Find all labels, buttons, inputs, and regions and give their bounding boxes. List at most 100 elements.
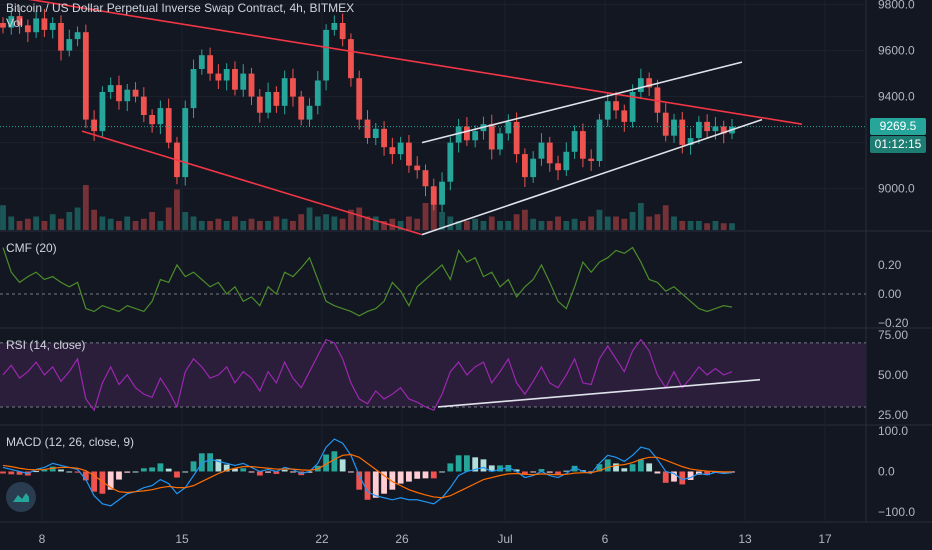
- rsi-tick-label: 75.00: [878, 328, 908, 342]
- candle-body: [91, 119, 98, 132]
- macd-histogram-bar: [521, 471, 528, 475]
- macd-histogram-bar: [240, 468, 247, 472]
- x-tick-label: 17: [818, 532, 832, 546]
- volume-bar: [439, 212, 445, 230]
- macd-histogram-bar: [563, 470, 570, 472]
- candle-body: [687, 138, 694, 145]
- volume-bar: [687, 221, 694, 230]
- candle-body: [58, 23, 64, 51]
- macd-histogram-bar: [348, 471, 354, 473]
- volume-bar: [604, 216, 611, 230]
- macd-tick-label: 100.0: [878, 424, 908, 438]
- candle-body: [190, 69, 197, 109]
- candle-body: [49, 23, 56, 30]
- macd-histogram-bar: [414, 471, 421, 479]
- macd-histogram-bar: [464, 455, 470, 472]
- candle-body: [712, 126, 719, 132]
- macd-histogram-bar: [455, 455, 462, 472]
- candle-body: [546, 142, 553, 164]
- volume-bar: [521, 209, 528, 230]
- macd-tick-label: −100.0: [878, 505, 915, 519]
- volume-bar: [33, 216, 40, 230]
- cmf-pane-label: CMF (20): [6, 241, 57, 255]
- candle-body: [107, 85, 114, 92]
- volume-bar: [190, 216, 197, 230]
- macd-histogram-bar: [116, 471, 122, 480]
- macd-histogram-bar: [16, 471, 23, 475]
- macd-histogram-bar: [49, 466, 56, 472]
- volume-bar: [91, 209, 98, 230]
- rsi-trendline: [437, 378, 761, 408]
- macd-histogram-bar: [687, 471, 694, 480]
- candle-body: [381, 128, 387, 148]
- candle-body: [240, 73, 247, 90]
- candle-body: [314, 80, 321, 106]
- volume-bar: [563, 221, 570, 230]
- volume-bar: [248, 218, 255, 230]
- candle-body: [290, 78, 296, 97]
- macd-histogram-bar: [654, 471, 661, 474]
- macd-histogram-bar: [41, 469, 48, 472]
- macd-histogram-bar: [497, 465, 503, 472]
- macd-histogram-bar: [364, 471, 371, 500]
- x-tick-label: 8: [39, 532, 46, 546]
- macd-histogram-bar: [422, 471, 429, 479]
- volume-bar: [414, 218, 421, 230]
- candle-body: [521, 154, 528, 178]
- volume-bar: [157, 221, 164, 230]
- volume-bar: [306, 207, 313, 230]
- volume-bar: [464, 221, 470, 230]
- volume-bar: [273, 216, 280, 230]
- volume-bar: [646, 216, 653, 230]
- candle-body: [613, 101, 619, 111]
- cmf-line: [2, 246, 733, 317]
- macd-histogram-bar: [124, 471, 131, 473]
- candle-body: [563, 151, 570, 171]
- volume-bar: [265, 221, 271, 230]
- volume-bar: [621, 218, 628, 230]
- candle-body: [165, 108, 172, 143]
- candle-body: [232, 69, 238, 90]
- volume-bar: [497, 221, 503, 230]
- candle-body: [629, 92, 636, 122]
- macd-histogram-bar: [646, 463, 653, 472]
- macd-histogram-bar: [538, 469, 545, 472]
- signal-line: [2, 453, 732, 499]
- cmf-tick-label: 0.00: [878, 287, 902, 301]
- rsi-line: [2, 338, 733, 412]
- volume-bar: [555, 216, 561, 230]
- volume-bar: [66, 212, 73, 230]
- macd-histogram-bar: [621, 468, 628, 472]
- volume-bar: [364, 216, 371, 230]
- volume-bar: [480, 221, 487, 230]
- candle-body: [604, 101, 611, 120]
- candle-body: [455, 126, 462, 143]
- macd-histogram-bar: [33, 471, 40, 473]
- macd-histogram-bar: [546, 471, 553, 473]
- macd-tick-label: 0.0: [878, 464, 895, 478]
- rsi-tick-label: 50.00: [878, 368, 908, 382]
- volume-bar: [546, 221, 553, 230]
- volume-bar: [472, 218, 479, 230]
- candle-body: [695, 121, 702, 138]
- volume-bar: [629, 212, 636, 230]
- macd-histogram-bar: [372, 471, 379, 498]
- volume-bar: [406, 216, 412, 230]
- volume-bar: [720, 223, 727, 230]
- candle-body: [497, 133, 503, 150]
- trendline: [28, 0, 803, 125]
- volume-bar: [74, 207, 81, 230]
- macd-histogram-bar: [530, 471, 537, 473]
- volume-bar: [165, 207, 172, 230]
- candle-body: [646, 78, 653, 88]
- macd-histogram-bar: [513, 469, 520, 472]
- macd-histogram-bar: [157, 463, 164, 472]
- candle-body: [273, 92, 280, 106]
- candle-body: [223, 69, 230, 81]
- macd-histogram-bar: [174, 471, 180, 478]
- macd-histogram-bar: [389, 471, 396, 490]
- macd-histogram-bar: [198, 453, 205, 472]
- tradingview-logo-icon[interactable]: [6, 482, 36, 512]
- volume-bar: [149, 212, 156, 230]
